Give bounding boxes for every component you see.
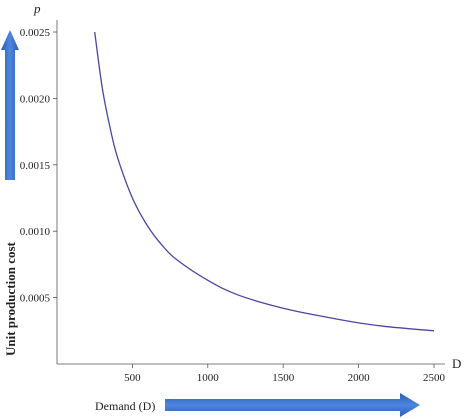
- x-axis-label: Demand (D): [95, 399, 155, 413]
- x-tick-label: 1500: [272, 372, 295, 384]
- y-axis-label: Unit production cost: [3, 241, 18, 356]
- x-arrow-icon: [165, 393, 420, 417]
- y-axis-symbol: p: [33, 1, 41, 16]
- x-tick-label: 1000: [197, 372, 220, 384]
- y-arrow-icon: [1, 30, 19, 180]
- x-tick-label: 500: [124, 372, 141, 384]
- y-tick-label: 0.0015: [20, 160, 51, 172]
- x-axis-symbol: D: [452, 356, 461, 371]
- series-line: [94, 31, 435, 332]
- x-tick-label: 2000: [348, 372, 371, 384]
- x-ticks: 500 1000 1500 2000 2500: [124, 364, 446, 384]
- y-tick-label: 0.0010: [20, 226, 51, 238]
- y-tick-label: 0.0025: [20, 27, 51, 39]
- y-ticks: 0.0005 0.0010 0.0015 0.0020 0.0025: [20, 27, 57, 305]
- y-tick-label: 0.0005: [20, 293, 51, 305]
- x-tick-label: 2500: [423, 372, 446, 384]
- y-tick-label: 0.0020: [20, 93, 51, 105]
